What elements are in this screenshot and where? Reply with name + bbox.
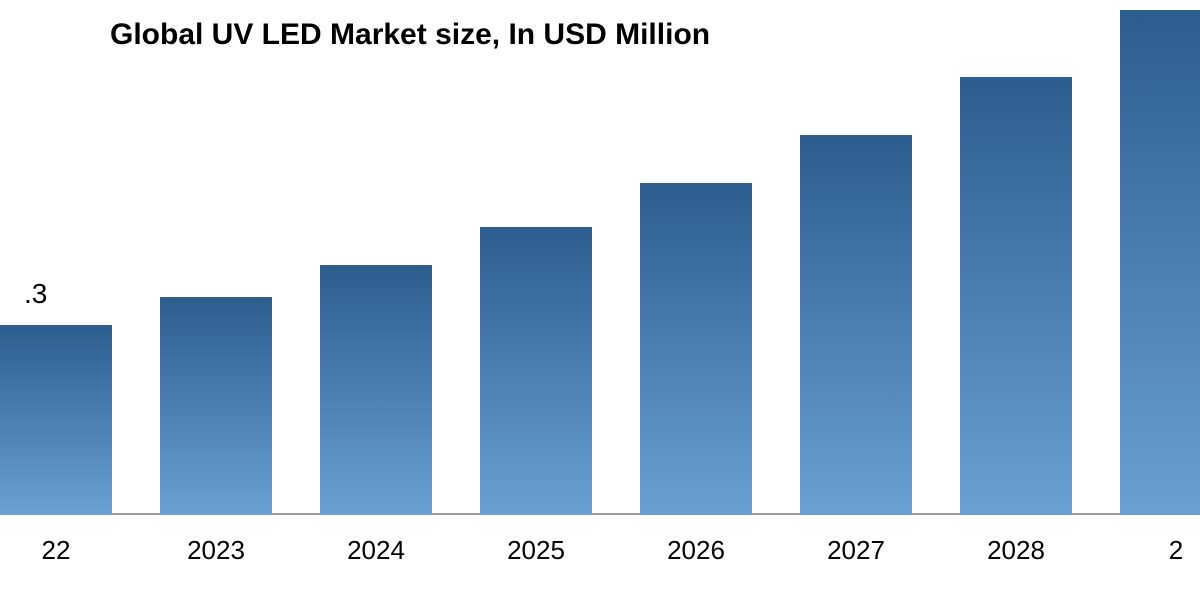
bar (800, 135, 912, 515)
x-axis-label: 22 (0, 535, 132, 566)
x-axis-label: 2026 (620, 535, 772, 566)
bar (0, 325, 112, 515)
x-axis-label: 2025 (460, 535, 612, 566)
bar (480, 227, 592, 515)
x-axis-labels: 22 2023 2024 2025 2026 2027 2028 2 (0, 535, 1200, 575)
bar (320, 265, 432, 515)
x-axis-label: 2028 (940, 535, 1092, 566)
x-axis-label: 2024 (300, 535, 452, 566)
bar (1120, 10, 1200, 515)
plot-area (0, 75, 1200, 515)
x-axis-label: 2 (1100, 535, 1200, 566)
bar (160, 297, 272, 515)
bar (960, 77, 1072, 515)
chart-title: Global UV LED Market size, In USD Millio… (110, 18, 710, 52)
x-axis-label: 2027 (780, 535, 932, 566)
x-axis-label: 2023 (140, 535, 292, 566)
bar (640, 183, 752, 515)
